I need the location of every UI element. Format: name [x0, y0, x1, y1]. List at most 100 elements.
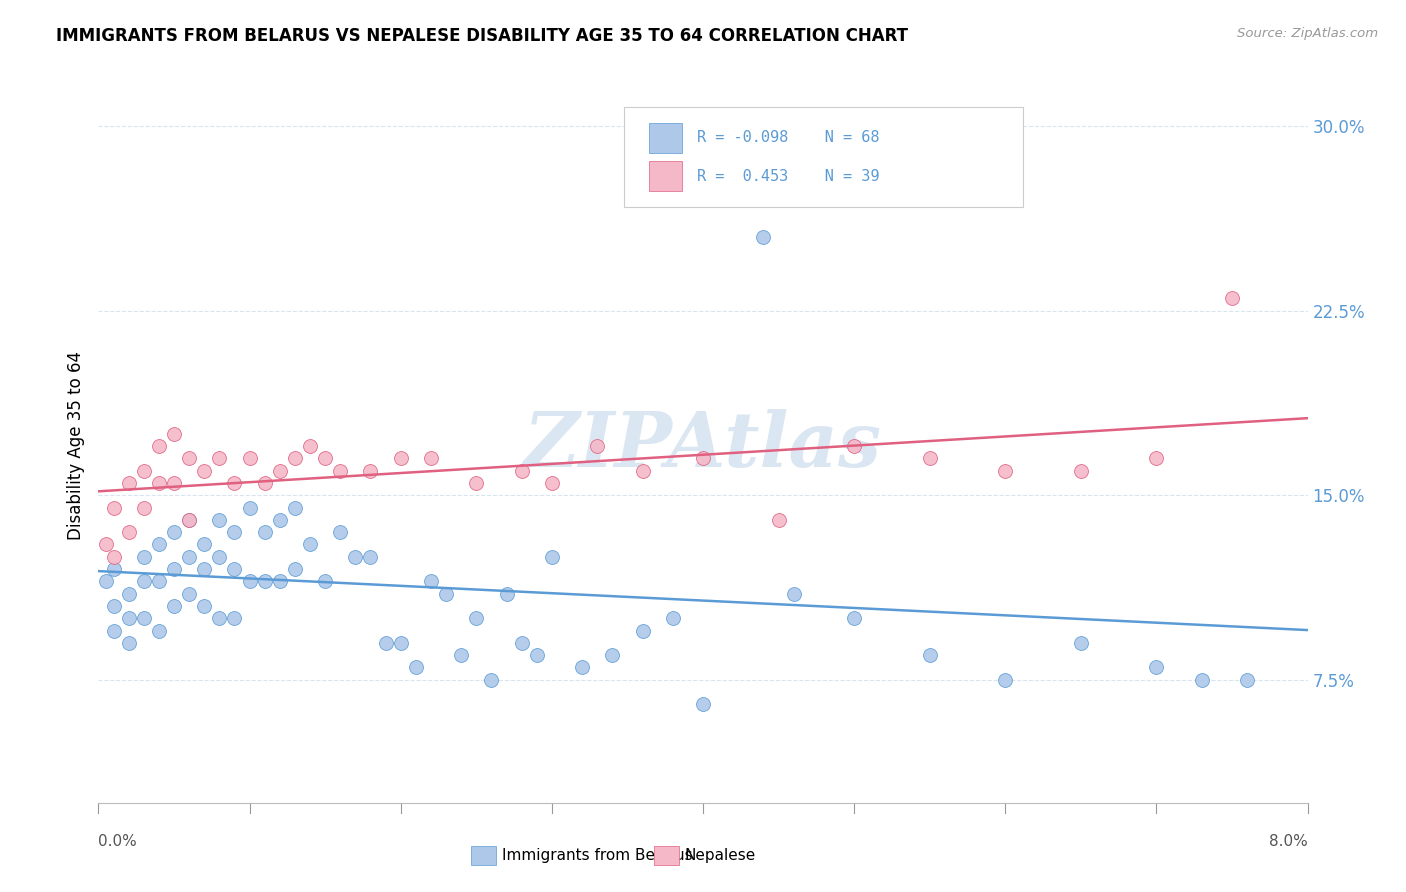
- Point: [1070, 464, 1092, 478]
- Point: [103, 562, 125, 576]
- Bar: [648, 161, 682, 191]
- Point: [163, 475, 186, 490]
- Point: [465, 611, 488, 625]
- Point: [526, 648, 548, 662]
- Point: [179, 513, 201, 527]
- Point: [239, 574, 262, 589]
- Point: [661, 611, 683, 625]
- Point: [269, 513, 291, 527]
- Point: [148, 475, 170, 490]
- Point: [163, 599, 186, 613]
- Point: [844, 439, 866, 453]
- Text: ZIPAtlas: ZIPAtlas: [524, 409, 882, 483]
- Point: [103, 500, 125, 515]
- Point: [994, 464, 1017, 478]
- Point: [253, 525, 276, 540]
- Point: [495, 587, 517, 601]
- Point: [299, 439, 322, 453]
- Point: [768, 513, 790, 527]
- Text: Nepalese: Nepalese: [685, 848, 756, 863]
- Point: [692, 698, 714, 712]
- Point: [239, 500, 262, 515]
- Text: 0.0%: 0.0%: [98, 834, 138, 849]
- Point: [239, 451, 262, 466]
- Point: [118, 587, 141, 601]
- Point: [118, 475, 141, 490]
- Point: [179, 587, 201, 601]
- Point: [269, 464, 291, 478]
- Point: [540, 475, 562, 490]
- Point: [284, 562, 307, 576]
- Point: [163, 426, 186, 441]
- Point: [1146, 660, 1168, 674]
- Point: [360, 549, 382, 564]
- FancyBboxPatch shape: [624, 107, 1024, 207]
- Point: [269, 574, 291, 589]
- Point: [389, 636, 412, 650]
- Point: [918, 451, 941, 466]
- Point: [193, 562, 215, 576]
- Point: [118, 636, 141, 650]
- Point: [132, 464, 155, 478]
- Point: [510, 464, 533, 478]
- Text: Immigrants from Belarus: Immigrants from Belarus: [502, 848, 693, 863]
- Point: [132, 549, 155, 564]
- Point: [253, 574, 276, 589]
- Point: [163, 562, 186, 576]
- Point: [344, 549, 367, 564]
- Point: [631, 624, 654, 638]
- Point: [94, 574, 117, 589]
- Point: [510, 636, 533, 650]
- Point: [299, 537, 322, 551]
- Point: [208, 611, 231, 625]
- Point: [465, 475, 488, 490]
- Point: [284, 500, 307, 515]
- Point: [329, 525, 352, 540]
- Point: [692, 451, 714, 466]
- Point: [723, 156, 745, 170]
- Point: [132, 611, 155, 625]
- Text: R =  0.453    N = 39: R = 0.453 N = 39: [697, 169, 880, 184]
- Point: [374, 636, 396, 650]
- Point: [1220, 291, 1243, 305]
- Point: [179, 549, 201, 564]
- Point: [420, 574, 443, 589]
- Point: [571, 660, 593, 674]
- Text: 8.0%: 8.0%: [1268, 834, 1308, 849]
- Point: [314, 574, 336, 589]
- Point: [752, 230, 775, 244]
- Point: [148, 574, 170, 589]
- Point: [481, 673, 503, 687]
- Point: [208, 513, 231, 527]
- Point: [631, 464, 654, 478]
- Point: [208, 451, 231, 466]
- Point: [103, 624, 125, 638]
- Point: [405, 660, 427, 674]
- Point: [179, 451, 201, 466]
- Point: [193, 464, 215, 478]
- Point: [994, 673, 1017, 687]
- Point: [540, 549, 562, 564]
- Point: [148, 537, 170, 551]
- Point: [389, 451, 412, 466]
- Y-axis label: Disability Age 35 to 64: Disability Age 35 to 64: [66, 351, 84, 541]
- Point: [1070, 636, 1092, 650]
- Point: [360, 464, 382, 478]
- Point: [224, 475, 246, 490]
- Text: IMMIGRANTS FROM BELARUS VS NEPALESE DISABILITY AGE 35 TO 64 CORRELATION CHART: IMMIGRANTS FROM BELARUS VS NEPALESE DISA…: [56, 27, 908, 45]
- Point: [918, 648, 941, 662]
- Point: [586, 439, 609, 453]
- Point: [103, 549, 125, 564]
- Point: [193, 537, 215, 551]
- Point: [602, 648, 624, 662]
- Point: [224, 525, 246, 540]
- Point: [1191, 673, 1213, 687]
- Point: [329, 464, 352, 478]
- Point: [148, 624, 170, 638]
- Text: Source: ZipAtlas.com: Source: ZipAtlas.com: [1237, 27, 1378, 40]
- Point: [224, 611, 246, 625]
- Point: [1236, 673, 1258, 687]
- Point: [224, 562, 246, 576]
- Point: [434, 587, 457, 601]
- Point: [103, 599, 125, 613]
